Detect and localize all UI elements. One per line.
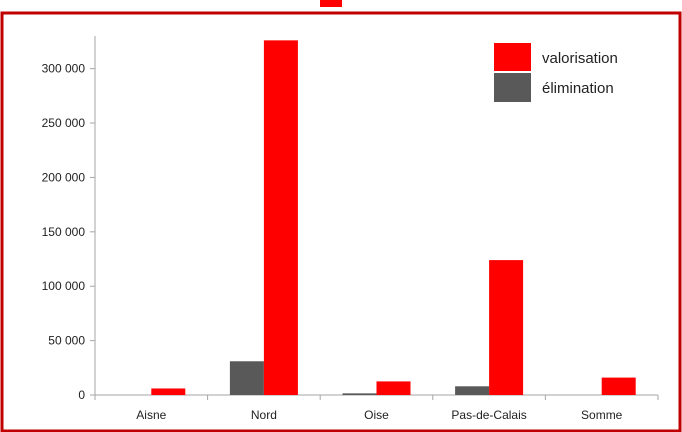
bar-elimination — [455, 386, 490, 395]
y-tick-label: 250 000 — [42, 116, 86, 130]
legend: valorisation élimination — [486, 40, 644, 102]
plot-area: 0 50 000 100 000 150 000 200 000 250 000 300 0… — [42, 36, 659, 422]
y-tick-label: 300 000 — [42, 62, 86, 76]
x-tick-label: Oise — [364, 408, 389, 422]
legend-label-elimination: élimination — [542, 80, 614, 97]
y-tick-label: 200 000 — [42, 170, 86, 184]
x-tick-label: Aisne — [136, 408, 166, 422]
bar-elimination — [229, 361, 264, 395]
bar-elimination — [342, 393, 377, 395]
legend-swatch-valorisation — [494, 43, 531, 71]
x-tick-label: Somme — [581, 408, 623, 422]
bar-valorisation — [376, 381, 411, 395]
bar-valorisation — [601, 377, 636, 395]
frame-border — [0, 11, 682, 432]
y-tick-label: 50 000 — [48, 334, 85, 348]
legend-swatch-elimination — [494, 73, 531, 102]
x-tick-label: Pas-de-Calais — [451, 408, 526, 422]
title-fragment — [320, 0, 342, 7]
bar-valorisation — [489, 260, 524, 395]
y-tick-label: 0 — [78, 388, 85, 402]
x-tick-label: Nord — [251, 408, 277, 422]
bar-valorisation — [151, 388, 186, 395]
y-tick-label: 100 000 — [42, 279, 86, 293]
y-tick-label: 150 000 — [42, 225, 86, 239]
bar-valorisation — [263, 40, 298, 396]
legend-label-valorisation: valorisation — [542, 50, 618, 67]
